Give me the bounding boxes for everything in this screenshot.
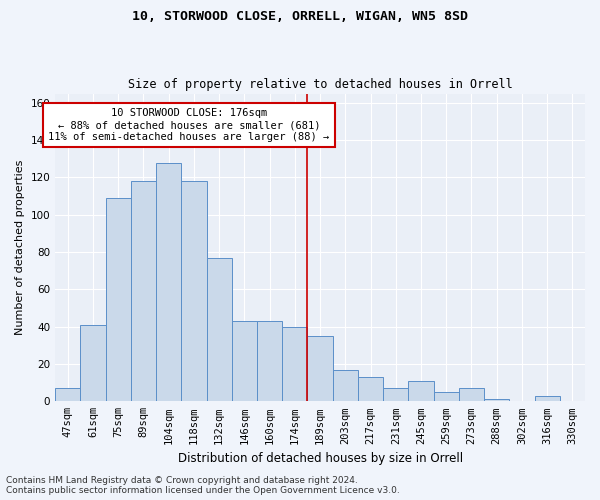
Bar xyxy=(434,392,459,402)
Bar xyxy=(459,388,484,402)
Y-axis label: Number of detached properties: Number of detached properties xyxy=(15,160,25,335)
Bar xyxy=(131,181,156,402)
Text: Contains HM Land Registry data © Crown copyright and database right 2024.
Contai: Contains HM Land Registry data © Crown c… xyxy=(6,476,400,495)
Bar xyxy=(383,388,409,402)
Bar xyxy=(535,396,560,402)
Bar xyxy=(206,258,232,402)
Bar xyxy=(55,388,80,402)
Bar xyxy=(80,325,106,402)
Bar xyxy=(307,336,332,402)
Bar xyxy=(257,321,282,402)
Bar xyxy=(181,181,206,402)
Text: 10 STORWOOD CLOSE: 176sqm
← 88% of detached houses are smaller (681)
11% of semi: 10 STORWOOD CLOSE: 176sqm ← 88% of detac… xyxy=(48,108,329,142)
Bar xyxy=(484,400,509,402)
Bar xyxy=(156,162,181,402)
Title: Size of property relative to detached houses in Orrell: Size of property relative to detached ho… xyxy=(128,78,512,91)
Bar xyxy=(282,326,307,402)
Text: 10, STORWOOD CLOSE, ORRELL, WIGAN, WN5 8SD: 10, STORWOOD CLOSE, ORRELL, WIGAN, WN5 8… xyxy=(132,10,468,23)
Bar xyxy=(106,198,131,402)
Bar xyxy=(332,370,358,402)
Bar xyxy=(409,381,434,402)
X-axis label: Distribution of detached houses by size in Orrell: Distribution of detached houses by size … xyxy=(178,452,463,465)
Bar xyxy=(358,377,383,402)
Bar xyxy=(232,321,257,402)
